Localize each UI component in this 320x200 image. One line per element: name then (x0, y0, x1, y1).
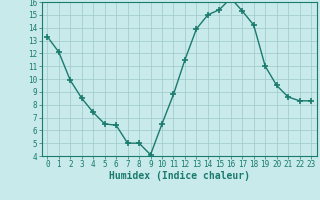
X-axis label: Humidex (Indice chaleur): Humidex (Indice chaleur) (109, 171, 250, 181)
